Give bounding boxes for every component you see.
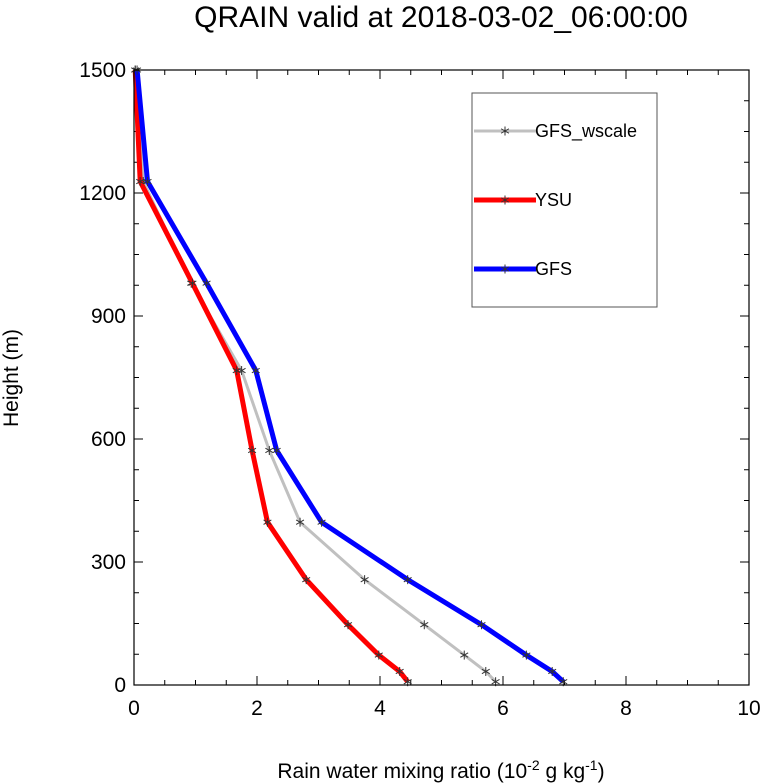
series-point-marker — [272, 445, 281, 455]
x-axis-title-prefix: Rain water mixing ratio (10 — [277, 760, 527, 783]
tick-labels: 0 2 4 6 8 10 0 300 600 900 1200 1500 — [79, 59, 760, 720]
x-axis-title-suffix: ) — [598, 760, 605, 783]
x-tick-label: 2 — [251, 697, 263, 720]
plot-frame — [133, 69, 750, 686]
x-tick-label: 6 — [497, 697, 509, 720]
series-point-marker — [481, 666, 490, 676]
x-tick-label: 8 — [620, 697, 632, 720]
legend-label: YSU — [535, 190, 572, 210]
legend-label: GFS — [535, 259, 572, 279]
series-layer — [131, 65, 568, 687]
series-point-marker — [232, 366, 241, 376]
series-point-marker — [343, 620, 353, 630]
y-tick-label: 0 — [114, 674, 126, 697]
legend-item: GFS_wscale — [474, 121, 637, 142]
series-ysu — [131, 65, 412, 687]
y-axis-title: Height (m) — [0, 329, 23, 427]
series-point-marker — [265, 445, 274, 455]
legend-item: YSU — [474, 190, 572, 210]
x-tick-label: 0 — [128, 697, 140, 720]
series-point-marker — [500, 195, 510, 205]
series-point-marker — [202, 278, 211, 288]
series-point-marker — [403, 575, 412, 585]
x-axis-title-middle: g kg — [540, 760, 586, 783]
series-point-marker — [374, 650, 383, 660]
series-point-marker — [317, 517, 326, 527]
series-point-marker — [500, 264, 510, 274]
series-point-marker — [522, 650, 531, 660]
series-point-marker — [360, 575, 369, 585]
x-tick-label: 4 — [374, 697, 386, 720]
series-point-marker — [143, 177, 152, 187]
series-point-marker — [251, 366, 260, 376]
legend-label: GFS_wscale — [535, 121, 637, 142]
y-tick-label: 900 — [91, 305, 126, 328]
series-gfs — [132, 65, 568, 687]
series-point-marker — [477, 620, 486, 630]
series-point-marker — [188, 278, 197, 288]
x-axis-title: Rain water mixing ratio (10-2 g kg-1) — [277, 757, 604, 783]
series-point-marker — [295, 517, 305, 527]
x-axis-title-exp2: -1 — [585, 757, 598, 773]
y-tick-label: 600 — [91, 428, 126, 451]
series-line — [132, 69, 410, 684]
y-tick-label: 1500 — [79, 59, 126, 82]
series-point-marker — [302, 575, 311, 585]
chart-title: QRAIN valid at 2018-03-02_06:00:00 — [194, 1, 688, 34]
series-point-marker — [548, 666, 557, 676]
series-point-marker — [395, 666, 404, 676]
y-tick-label: 1200 — [79, 182, 126, 205]
legend-item: GFS — [474, 259, 572, 279]
series-point-marker — [247, 445, 257, 455]
series-point-marker — [136, 177, 145, 187]
series-point-marker — [263, 517, 272, 527]
y-tick-label: 300 — [91, 551, 126, 574]
series-point-marker — [420, 620, 429, 630]
series-point-marker — [500, 126, 510, 136]
legend: GFS_wscale YSU GFS — [471, 92, 658, 308]
x-tick-label: 10 — [737, 697, 760, 720]
series-point-marker — [460, 650, 469, 660]
x-axis-title-exp1: -2 — [527, 757, 540, 773]
